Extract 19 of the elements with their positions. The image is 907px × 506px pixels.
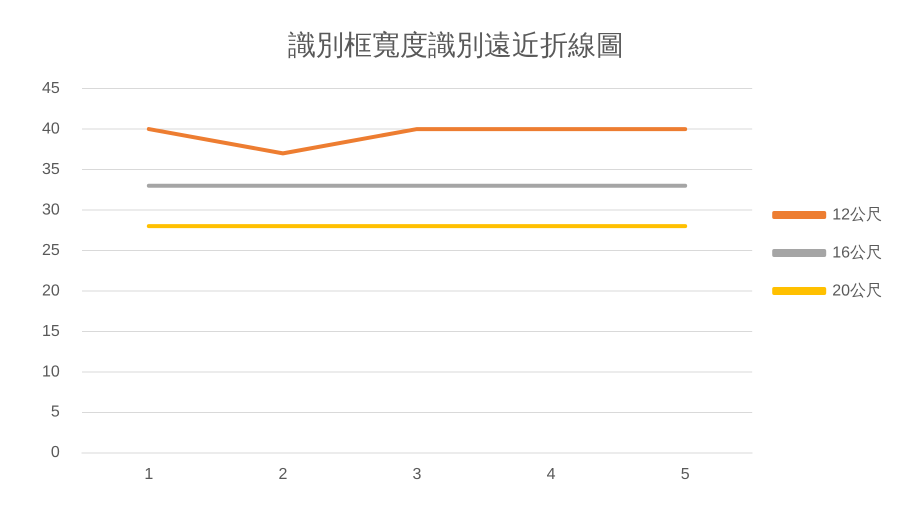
y-tick-label: 5 <box>50 404 60 421</box>
y-tick-label: 0 <box>50 444 60 462</box>
y-tick-label: 25 <box>42 242 60 259</box>
y-tick-label: 20 <box>42 282 60 300</box>
legend-label: 16公尺 <box>832 244 882 262</box>
chart-title: 識別框寬度識別遠近折線圖 <box>288 30 624 61</box>
x-tick-label: 4 <box>546 466 556 483</box>
x-tick-label: 3 <box>412 466 422 483</box>
y-tick-label: 40 <box>42 120 60 138</box>
y-tick-label: 30 <box>42 201 60 218</box>
legend-label: 12公尺 <box>832 206 882 224</box>
y-tick-label: 10 <box>42 363 60 380</box>
x-tick-label: 5 <box>680 466 690 483</box>
legend-label: 20公尺 <box>832 282 882 300</box>
y-tick-label: 45 <box>42 80 60 98</box>
y-tick-label: 15 <box>42 322 60 340</box>
x-tick-label: 1 <box>144 466 154 483</box>
y-tick-label: 35 <box>42 160 60 178</box>
x-tick-label: 2 <box>278 466 288 483</box>
